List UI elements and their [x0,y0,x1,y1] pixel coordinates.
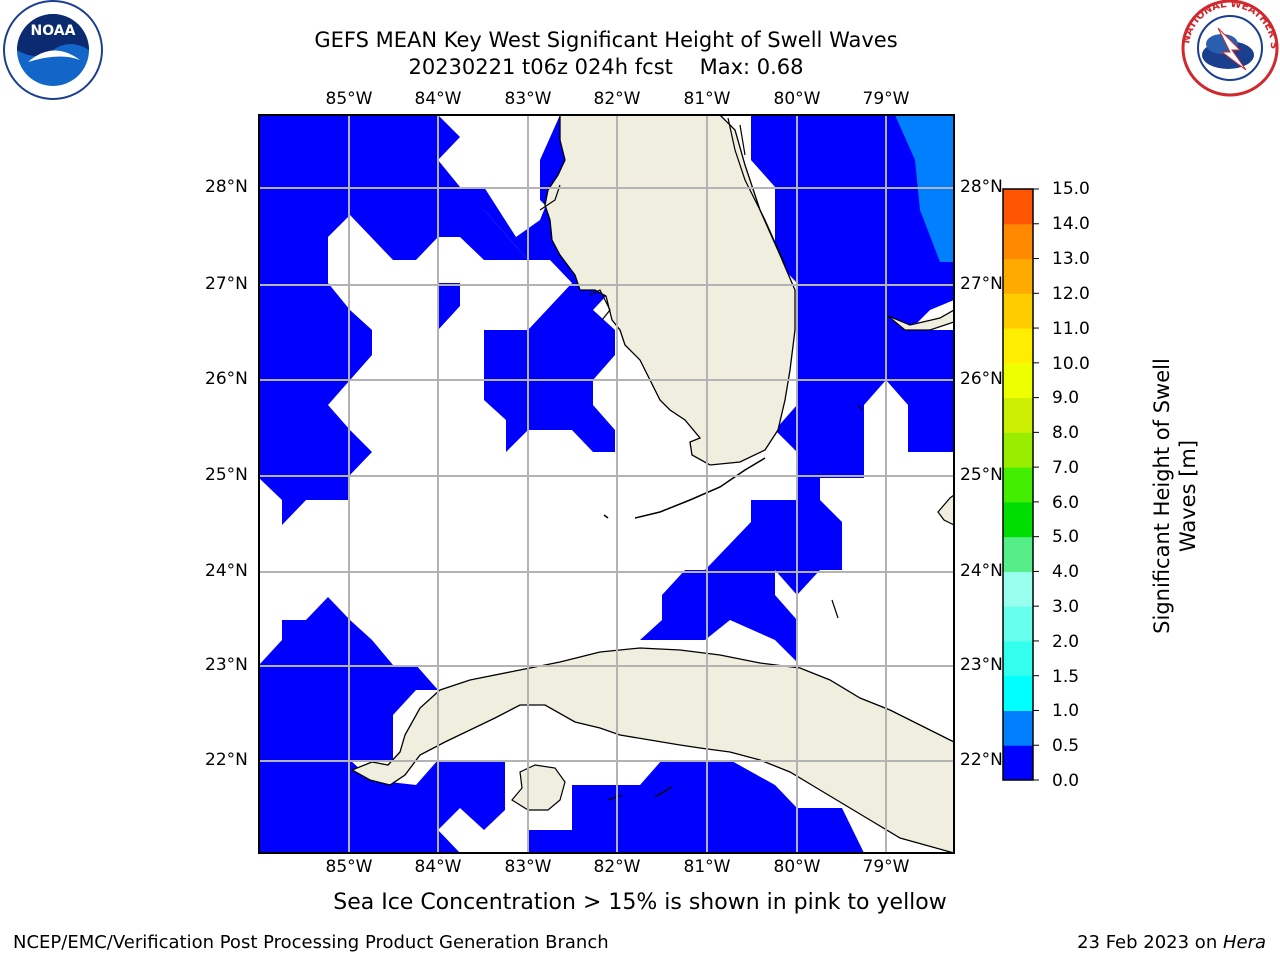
lat-label-left: 27°N [205,274,248,294]
colorbar-tick-label: 10.0 [1052,354,1090,374]
colorbar-tick-label: 1.0 [1052,701,1080,721]
lon-label-top: 80°W [773,89,821,109]
lat-label-right: 24°N [960,561,1003,581]
noaa-logo-text: NOAA [31,23,76,39]
lon-label-top: 85°W [325,89,373,109]
colorbar-bin [1003,536,1033,572]
colorbar-tick-label: 9.0 [1052,388,1080,408]
lon-label-bottom: 84°W [414,857,462,877]
lat-label-left: 23°N [205,655,248,675]
lat-label-left: 22°N [205,750,248,770]
colorbar-bin [1003,501,1033,538]
colorbar-tick-label: 6.0 [1052,493,1080,513]
colorbar-bin [1003,293,1033,329]
lat-label-right: 26°N [960,369,1003,389]
colorbar-bin [1003,640,1033,677]
colorbar-ticks [1033,188,1039,781]
colorbar-label: Significant Height of Swell Waves [m] [1150,358,1200,634]
colorbar-bins [1003,189,1033,781]
max-value-label: Max: 0.68 [699,55,804,79]
lon-label-bottom: 79°W [862,857,910,877]
sea-ice-note: Sea Ice Concentration > 15% is shown in … [333,890,947,915]
colorbar-bin [1003,745,1033,781]
lon-label-bottom: 80°W [773,857,821,877]
colorbar-tick-label: 15.0 [1052,179,1090,199]
colorbar-bin [1003,467,1033,503]
colorbar-bin [1003,432,1033,468]
colorbar-tick-label: 5.0 [1052,527,1080,547]
lon-label-top: 84°W [414,89,462,109]
lat-label-left: 26°N [205,369,248,389]
lat-label-right: 27°N [960,274,1003,294]
colorbar-bin [1003,189,1033,225]
colorbar-tick-label: 8.0 [1052,423,1080,443]
lon-label-top: 81°W [683,89,731,109]
colorbar-bin [1003,606,1033,642]
map-subtitle: 20230221 t06z 024h fcst Max: 0.68 [200,54,1012,80]
footer-date-text: 23 Feb 2023 on [1077,932,1223,953]
forecast-run-label: 20230221 t06z 024h fcst [408,55,673,79]
lon-label-bottom: 83°W [504,857,552,877]
colorbar-tick-label: 1.5 [1052,667,1080,687]
footer-branch: NCEP/EMC/Verification Post Processing Pr… [13,932,609,953]
colorbar-tick-label: 12.0 [1052,284,1090,304]
map-title: GEFS MEAN Key West Significant Height of… [314,28,898,52]
colorbar-tick-label: 0.5 [1052,736,1080,756]
colorbar-bin [1003,397,1033,433]
lat-label-right: 28°N [960,177,1003,197]
colorbar-bin [1003,362,1033,399]
lat-label-right: 22°N [960,750,1003,770]
colorbar-bin [1003,258,1033,294]
map-grid [259,115,954,853]
colorbar-tick-label: 4.0 [1052,562,1080,582]
lon-label-bottom: 82°W [593,857,641,877]
lat-label-left: 28°N [205,177,248,197]
lat-label-left: 24°N [205,561,248,581]
lon-label-top: 79°W [862,89,910,109]
colorbar-tick-label: 11.0 [1052,319,1090,339]
land-florida [544,115,796,466]
map-frame [258,114,955,854]
colorbar-tick-label: 13.0 [1052,249,1090,269]
lon-label-bottom: 85°W [325,857,373,877]
lon-label-bottom: 81°W [683,857,731,877]
colorbar-tick-label: 3.0 [1052,597,1080,617]
lat-label-left: 25°N [205,465,248,485]
colorbar-bin [1003,223,1033,260]
colorbar-tick-label: 0.0 [1052,771,1080,791]
colorbar-bin [1003,328,1033,364]
colorbar-bin [1003,675,1033,711]
lon-label-top: 82°W [593,89,641,109]
colorbar-bin [1003,571,1033,607]
footer-date: 23 Feb 2023 on Hera [1077,932,1266,953]
colorbar-tick-label: 7.0 [1052,458,1080,478]
colorbar-tick-label: 14.0 [1052,214,1090,234]
lat-label-right: 23°N [960,655,1003,675]
colorbar-tick-label: 2.0 [1052,632,1080,652]
colorbar-bin [1003,710,1033,746]
footer-host: Hera [1222,932,1266,953]
land-cuba [350,647,954,853]
lat-label-right: 25°N [960,465,1003,485]
colorbar-frame [1002,188,1034,781]
noaa-logo: NOAA [3,0,103,100]
lon-label-top: 83°W [504,89,552,109]
